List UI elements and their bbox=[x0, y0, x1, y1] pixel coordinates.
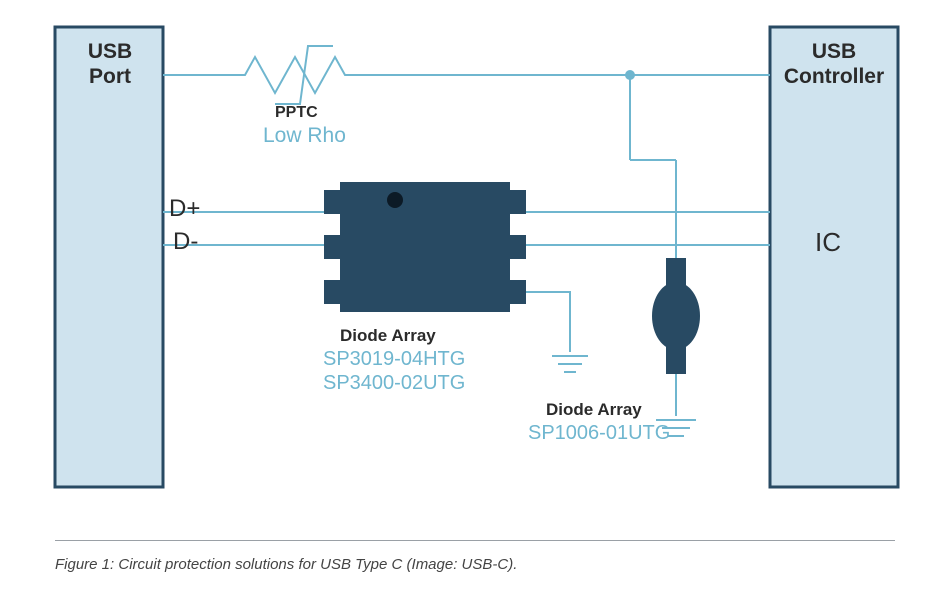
diode-array1-part2: SP3400-02UTG bbox=[323, 372, 465, 395]
dplus-label: D+ bbox=[169, 195, 200, 223]
diode-array1-part1: SP3019-04HTG bbox=[323, 348, 465, 371]
usb-port-title2: Port bbox=[75, 65, 145, 89]
diode-array1-title: Diode Array bbox=[340, 326, 436, 346]
diode-array2-title: Diode Array bbox=[546, 400, 642, 420]
dminus-label: D- bbox=[173, 228, 198, 256]
usb-controller-title2: Controller bbox=[780, 65, 888, 89]
diode-array2-part: SP1006-01UTG bbox=[528, 422, 670, 445]
figure-caption: Figure 1: Circuit protection solutions f… bbox=[55, 556, 517, 573]
usb-port-title1: USB bbox=[75, 40, 145, 64]
ground-symbol-1 bbox=[552, 356, 588, 372]
ic-label: IC bbox=[815, 227, 841, 258]
usb-port-block bbox=[55, 27, 163, 487]
wire-chip-to-gnd bbox=[526, 292, 570, 352]
usb-controller-title1: USB bbox=[780, 40, 888, 64]
pptc-resistor-symbol bbox=[230, 57, 350, 93]
pptc-lowrho-label: Low Rho bbox=[263, 124, 346, 148]
circuit-diagram bbox=[0, 0, 950, 597]
tvs-diode-array bbox=[652, 258, 700, 374]
pptc-label: PPTC bbox=[275, 104, 318, 122]
diode-array-ic bbox=[324, 182, 526, 312]
caption-rule bbox=[55, 540, 895, 541]
